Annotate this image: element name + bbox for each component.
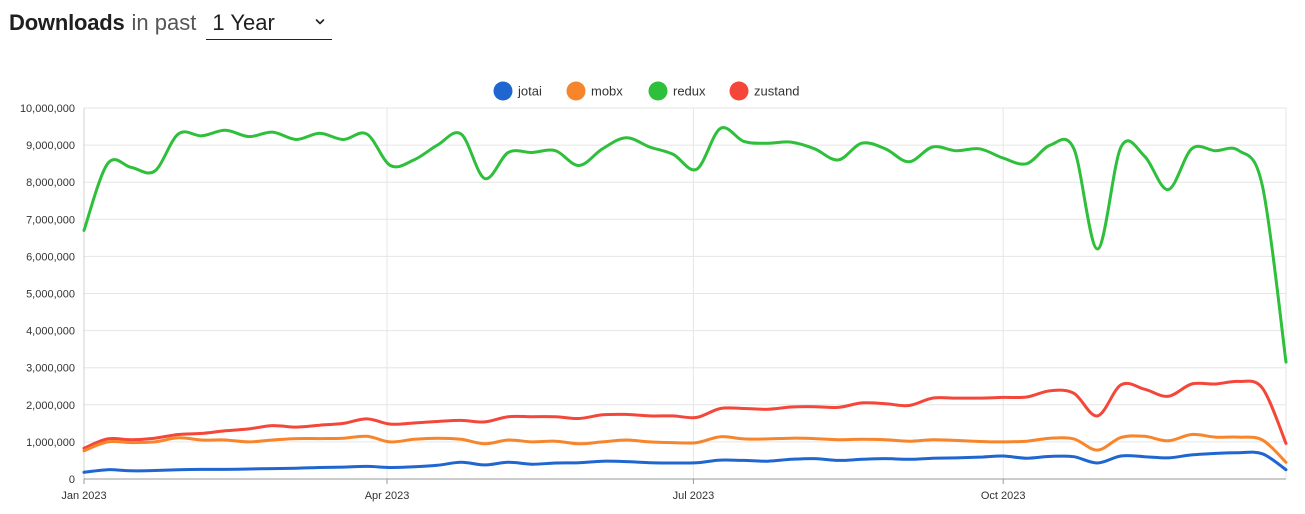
y-tick-label: 10,000,000 bbox=[20, 103, 75, 115]
time-range-select[interactable]: 1 Year bbox=[206, 7, 333, 40]
legend-swatch bbox=[648, 81, 668, 101]
x-tick-label: Oct 2023 bbox=[981, 490, 1026, 502]
page-title: Downloads bbox=[9, 10, 125, 35]
legend-label: mobx bbox=[591, 84, 623, 99]
chart-axes: 0 1,000,000 2,000,000 3,000,000 4,000,000 5,0… bbox=[20, 103, 1286, 502]
series-line-zustand bbox=[82, 379, 1288, 450]
legend-swatch bbox=[493, 81, 513, 101]
y-tick-label: 2,000,000 bbox=[26, 400, 75, 412]
y-tick-label: 5,000,000 bbox=[26, 289, 75, 301]
y-tick-label: 6,000,000 bbox=[26, 251, 75, 263]
legend-item-jotai[interactable]: jotai bbox=[493, 81, 542, 101]
y-tick-label: 9,000,000 bbox=[26, 140, 75, 152]
legend-swatch bbox=[566, 81, 586, 101]
legend-item-zustand[interactable]: zustand bbox=[729, 81, 800, 101]
legend-label: redux bbox=[673, 84, 706, 99]
legend-swatch bbox=[729, 81, 749, 101]
series-line-redux bbox=[82, 126, 1288, 364]
y-tick-label: 7,000,000 bbox=[26, 214, 75, 226]
legend-item-redux[interactable]: redux bbox=[648, 81, 707, 101]
chart-series bbox=[82, 126, 1288, 474]
y-tick-label: 4,000,000 bbox=[26, 326, 75, 338]
legend-label: zustand bbox=[754, 84, 800, 99]
y-tick-label: 3,000,000 bbox=[26, 363, 75, 375]
time-range-value: 1 Year bbox=[212, 9, 275, 35]
series-line-jotai bbox=[82, 450, 1288, 474]
y-tick-label: 1,000,000 bbox=[26, 437, 75, 449]
legend-label: jotai bbox=[517, 84, 542, 99]
x-tick-label: Apr 2023 bbox=[365, 490, 410, 502]
legend-item-mobx[interactable]: mobx bbox=[566, 81, 624, 101]
y-tick-label: 0 bbox=[69, 474, 75, 486]
x-tick-label: Jul 2023 bbox=[673, 490, 715, 502]
y-tick-label: 8,000,000 bbox=[26, 177, 75, 189]
page-subtitle: in past bbox=[131, 10, 197, 35]
chart-legend: jotai mobx redux zustand bbox=[493, 81, 800, 101]
downloads-header: Downloads in past 1 Year bbox=[9, 6, 333, 40]
chevron-down-icon bbox=[316, 18, 325, 24]
series-line-mobx bbox=[82, 432, 1288, 464]
x-tick-label: Jan 2023 bbox=[61, 490, 106, 502]
